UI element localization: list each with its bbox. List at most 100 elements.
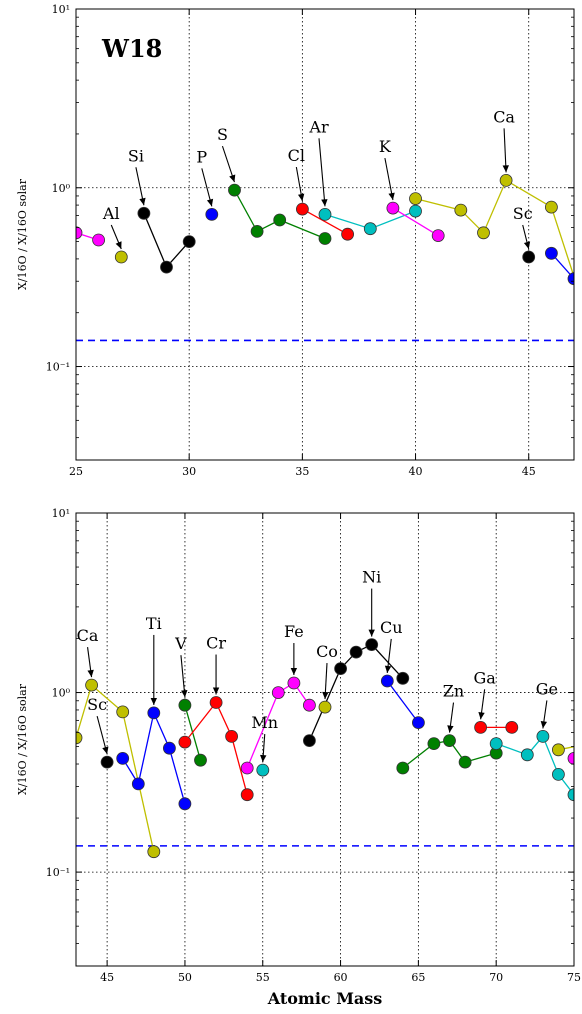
- data-point: [162, 741, 176, 755]
- data-point: [240, 761, 254, 775]
- data-point: [318, 207, 332, 221]
- data-point: [363, 222, 377, 236]
- data-point: [431, 229, 445, 243]
- data-point: [160, 260, 173, 274]
- x-tick-label: 40: [409, 465, 423, 478]
- annotation-arrow-head: [384, 665, 392, 673]
- annotation-arrow-head: [260, 754, 267, 763]
- data-point: [386, 201, 400, 215]
- annotation-arrow-head: [322, 691, 329, 700]
- annotation-arrow-head: [115, 241, 122, 249]
- annotation-label: Ni: [362, 568, 381, 587]
- annotation-label: Si: [128, 146, 144, 165]
- data-point: [287, 676, 301, 690]
- x-tick-label: 45: [522, 465, 536, 478]
- data-point: [499, 173, 513, 187]
- annotation-sc: Sc: [87, 695, 109, 755]
- data-point: [147, 845, 161, 859]
- series-line-5: [233, 189, 326, 240]
- data-point: [349, 645, 363, 659]
- annotation-arrow-head: [523, 241, 531, 249]
- annotation-arrow-head: [447, 725, 454, 733]
- annotation-label: Sc: [87, 695, 107, 714]
- data-point: [318, 232, 332, 245]
- annotation-label: Cr: [206, 634, 226, 653]
- data-point: [92, 233, 105, 247]
- y-tick-label: 10¹: [52, 3, 70, 16]
- annotation-v: V: [174, 634, 188, 698]
- x-tick-label: 70: [489, 971, 503, 984]
- data-point: [520, 748, 534, 762]
- annotation-label: Cl: [288, 146, 305, 165]
- annotation-arrow-head: [540, 721, 548, 729]
- annotation-arrow-head: [388, 192, 395, 201]
- data-point: [567, 272, 574, 286]
- data-point: [116, 705, 130, 719]
- annotation-label: Sc: [513, 204, 533, 223]
- data-point: [567, 788, 574, 802]
- annotation-arrow-head: [206, 198, 214, 207]
- annotation-ge: Ge: [536, 679, 558, 729]
- axes-frame: [75, 512, 575, 967]
- annotation-al: Al: [102, 204, 122, 250]
- y-tick-label: 10⁻¹: [46, 866, 70, 879]
- data-point: [137, 206, 151, 220]
- data-point: [205, 207, 219, 221]
- series-line-6: [246, 682, 310, 769]
- annotation-label: V: [174, 634, 187, 653]
- series-line-9: [415, 179, 574, 279]
- data-point: [545, 200, 558, 214]
- y-tick-label: 10⁻¹: [46, 361, 70, 374]
- data-point: [474, 721, 488, 734]
- x-tick-label: 30: [182, 465, 196, 478]
- annotation-mn: Mn: [251, 713, 278, 763]
- data-point: [194, 753, 207, 767]
- annotation-label: Fe: [284, 622, 304, 641]
- annotation-arrow-line: [318, 138, 326, 207]
- data-point: [225, 730, 239, 743]
- data-point: [228, 183, 241, 197]
- annotation-arrow-head: [321, 199, 328, 207]
- annotation-ti: Ti: [146, 614, 162, 705]
- annotation-arrow-head: [290, 668, 298, 676]
- series-group: [76, 173, 574, 286]
- x-axis-label: Atomic Mass: [267, 989, 383, 1008]
- annotation-cl: Cl: [288, 146, 305, 202]
- data-point: [178, 797, 192, 811]
- data-point: [302, 734, 316, 747]
- data-point: [458, 755, 472, 769]
- data-point: [409, 204, 422, 218]
- annotation-label: Cu: [380, 618, 403, 637]
- data-point: [489, 737, 503, 750]
- annotation-arrow-head: [102, 746, 109, 755]
- y-axis-label: X/16O / X/16O solar: [16, 683, 29, 795]
- annotation-label: Al: [102, 204, 120, 223]
- data-point: [209, 696, 223, 709]
- data-point: [240, 788, 254, 802]
- data-point: [100, 755, 114, 769]
- data-point: [131, 777, 145, 791]
- series-group: [76, 638, 574, 859]
- annotation-ar: Ar: [308, 117, 329, 207]
- series-line-8: [392, 207, 439, 237]
- data-point: [85, 678, 98, 692]
- data-point: [271, 686, 285, 699]
- annotation-label: Ar: [308, 117, 329, 136]
- data-point: [76, 731, 83, 745]
- annotation-ca: Ca: [493, 107, 515, 173]
- y-axis-label: X/16O / X/16O solar: [16, 178, 29, 290]
- annotation-label: Mn: [251, 713, 278, 732]
- data-point: [409, 192, 422, 206]
- series-line-3: [143, 213, 190, 269]
- x-tick-label: 60: [334, 971, 348, 984]
- annotation-arrow-head: [478, 711, 485, 720]
- annotation-arrow-line: [180, 655, 186, 698]
- data-point: [114, 250, 128, 264]
- annotation-label: Ca: [77, 626, 99, 645]
- panel-label: W18: [101, 34, 162, 63]
- annotation-label: Ga: [473, 668, 496, 687]
- data-point: [536, 730, 550, 743]
- x-tick-label: 55: [256, 971, 270, 984]
